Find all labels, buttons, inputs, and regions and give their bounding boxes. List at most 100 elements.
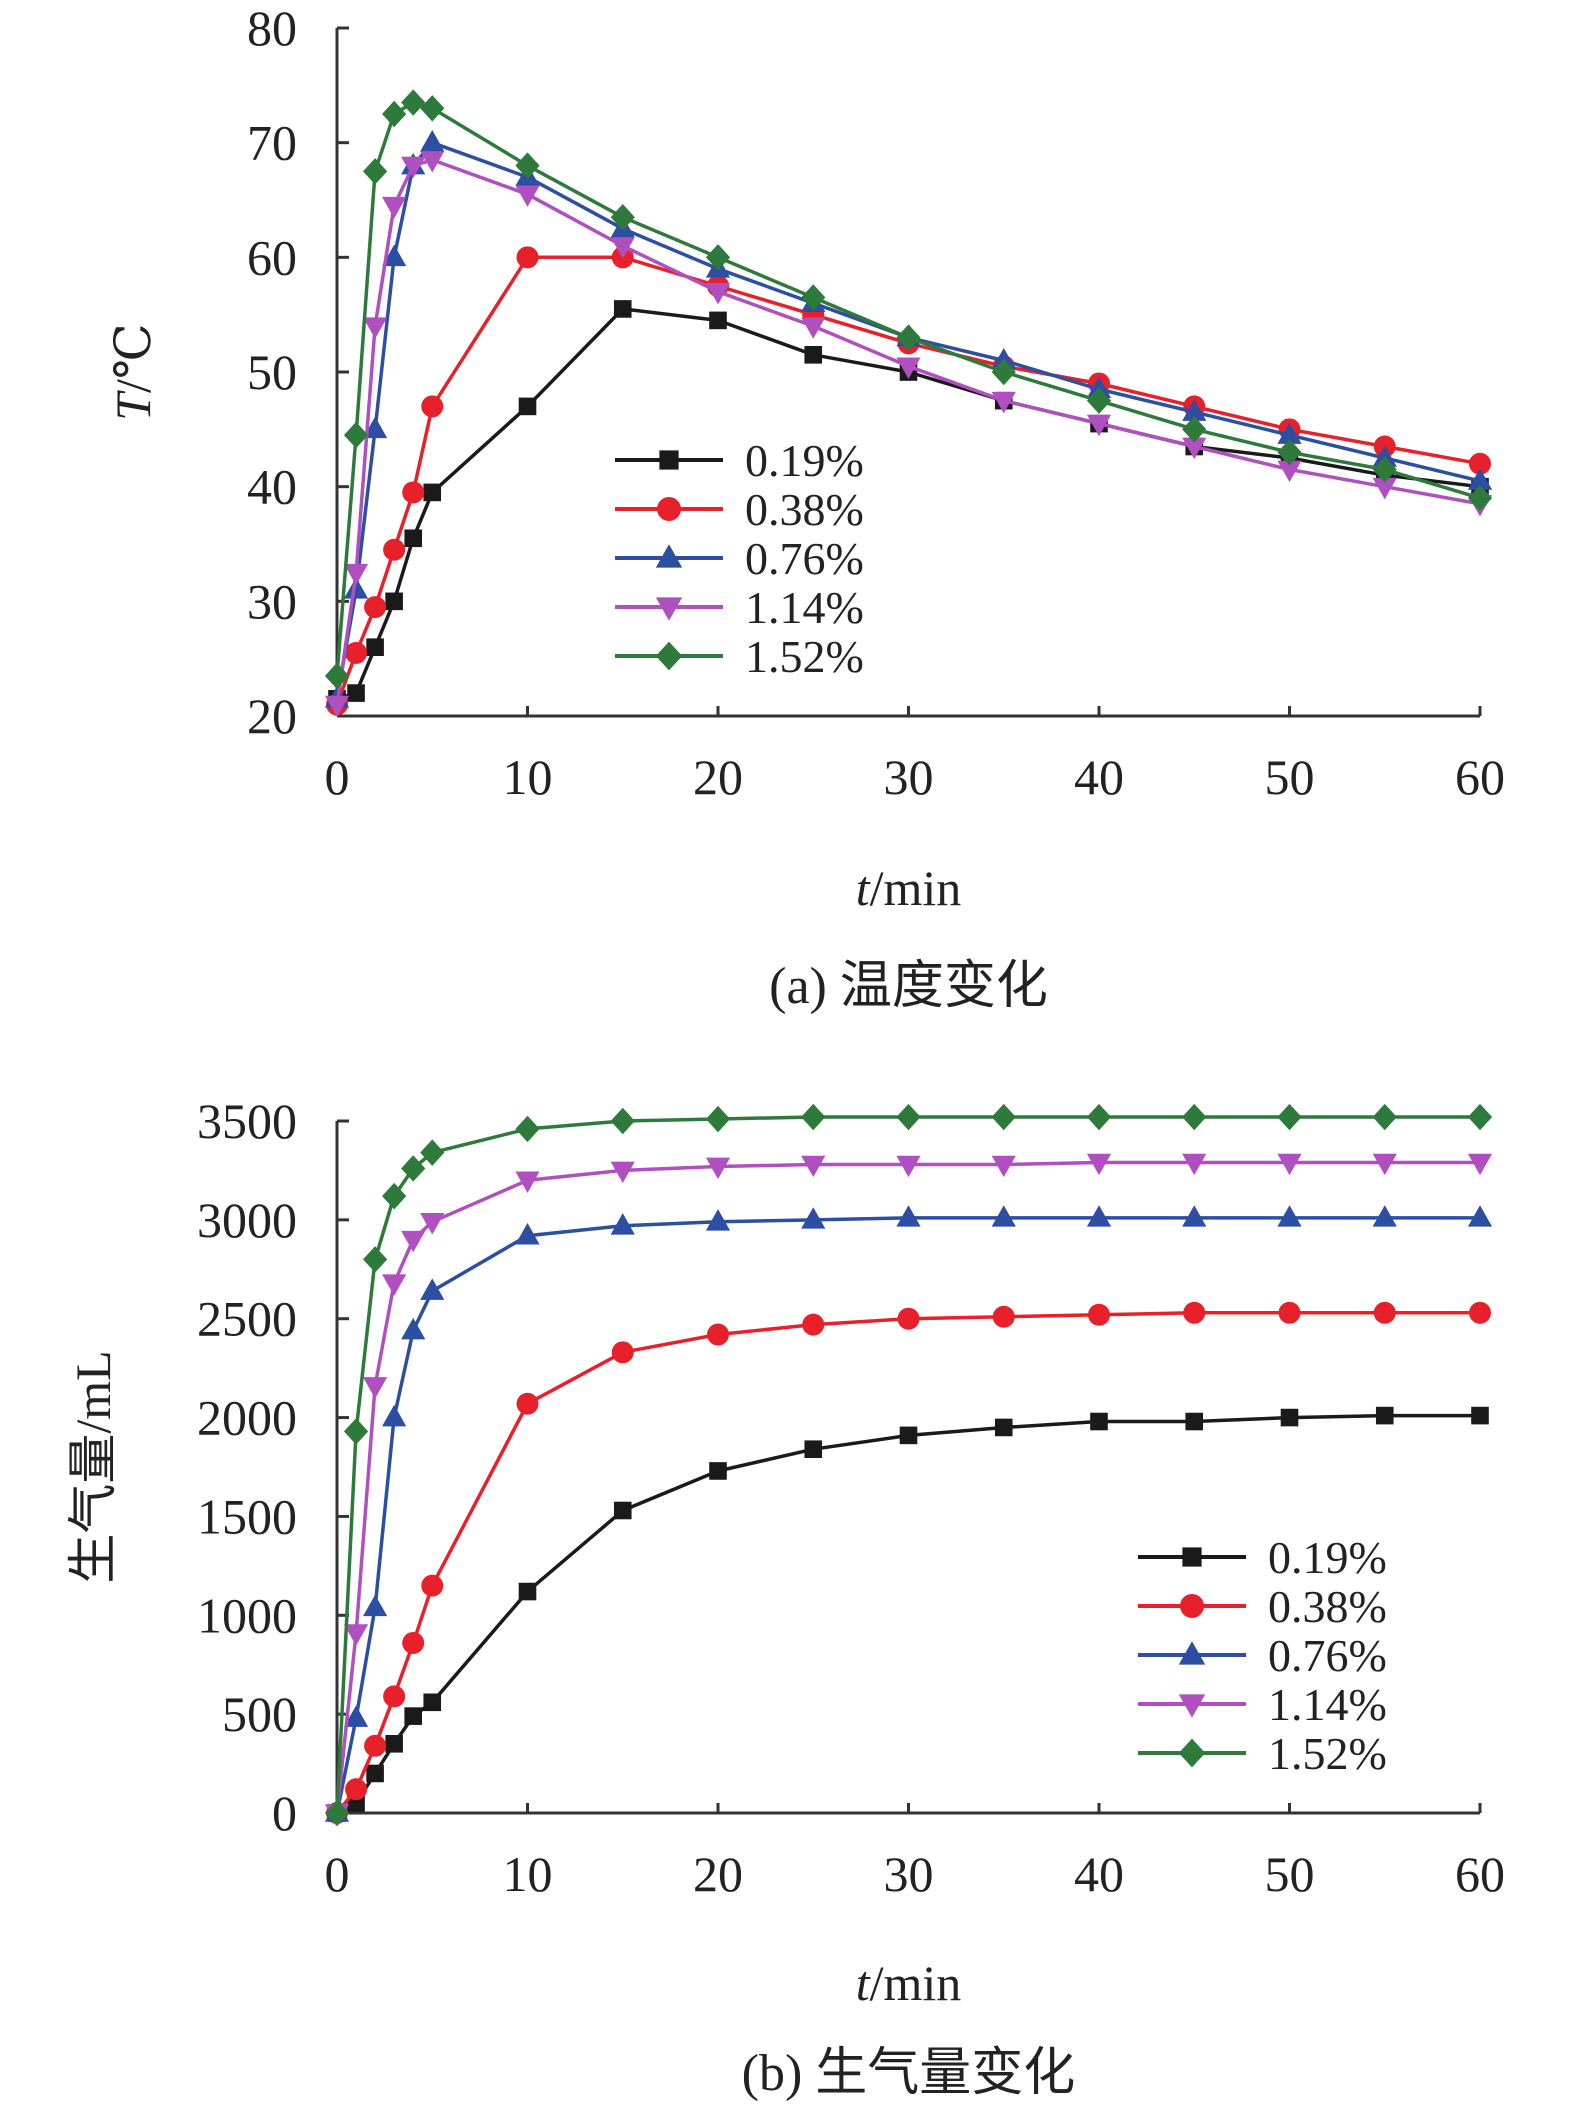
data-point xyxy=(324,1799,350,1827)
data-point xyxy=(1277,1205,1302,1227)
data-point xyxy=(420,1278,445,1300)
data-point xyxy=(896,1205,921,1227)
data-point xyxy=(423,1693,442,1712)
data-point xyxy=(1088,1303,1110,1326)
data-point xyxy=(363,1594,388,1617)
x-tick-label: 50 xyxy=(1265,1846,1315,1902)
x-tick-label: 0 xyxy=(325,749,350,805)
x-axis-label: t/min xyxy=(856,1955,962,2011)
y-tick-label: 60 xyxy=(247,229,297,285)
data-point xyxy=(1183,1301,1206,1324)
y-axis-label: T/℃ xyxy=(105,323,161,421)
data-point xyxy=(1372,1205,1397,1227)
data-point xyxy=(1372,1153,1397,1176)
legend-label: 1.52% xyxy=(745,631,864,682)
data-point xyxy=(1277,1103,1302,1131)
data-point xyxy=(896,357,921,379)
data-point xyxy=(366,1764,384,1783)
data-point xyxy=(1467,468,1493,490)
data-point xyxy=(421,395,444,418)
data-point xyxy=(518,1582,537,1601)
data-point xyxy=(343,421,369,449)
x-tick-label: 10 xyxy=(503,1846,553,1902)
data-point xyxy=(363,317,388,339)
data-point xyxy=(1467,1153,1493,1176)
data-point xyxy=(402,481,425,504)
y-axis-label: 生气量/mL xyxy=(65,1350,121,1583)
x-tick-label: 40 xyxy=(1074,749,1124,805)
data-point xyxy=(420,95,445,122)
legend-marker xyxy=(655,544,683,568)
x-tick-label: 60 xyxy=(1455,1846,1505,1902)
data-point xyxy=(1280,1408,1299,1427)
data-point xyxy=(991,1103,1016,1131)
data-point xyxy=(343,563,369,586)
legend-marker xyxy=(1182,1547,1202,1567)
x-axis-label-var: t xyxy=(856,860,871,916)
data-point xyxy=(1372,477,1397,500)
data-point xyxy=(366,638,384,656)
data-point xyxy=(516,246,539,269)
data-point xyxy=(1469,452,1491,475)
y-tick-label: 30 xyxy=(247,573,297,629)
legend-marker xyxy=(1178,1641,1206,1665)
legend-label: 1.14% xyxy=(745,582,864,633)
series-1.14% xyxy=(324,151,1493,718)
x-axis-label: t/min xyxy=(856,860,962,916)
data-point xyxy=(420,151,445,173)
data-point xyxy=(804,346,823,364)
data-point xyxy=(363,1377,388,1399)
data-point xyxy=(383,1685,406,1708)
chart-b: 0 10 20 30 40 50 60 0 500 1000 1500 2000 2500 3000 350… xyxy=(65,1093,1505,2102)
x-tick-label: 20 xyxy=(693,749,743,805)
data-point xyxy=(515,185,540,207)
data-point xyxy=(896,324,921,351)
data-point xyxy=(1467,1205,1493,1227)
x-tick-label: 20 xyxy=(693,1846,743,1902)
legend-label: 0.19% xyxy=(745,435,864,486)
data-point xyxy=(402,1631,425,1654)
y-tick-label: 20 xyxy=(247,688,297,744)
x-tick-label: 60 xyxy=(1455,749,1505,805)
legend-marker xyxy=(1180,1594,1204,1618)
legend-label: 1.14% xyxy=(1268,1679,1387,1730)
data-point xyxy=(421,1574,444,1597)
data-point xyxy=(382,100,407,128)
data-point xyxy=(1182,1205,1207,1227)
data-point xyxy=(991,1155,1016,1178)
legend-marker xyxy=(659,450,679,470)
series-line xyxy=(335,255,1481,706)
data-point xyxy=(423,483,442,502)
data-point xyxy=(1090,1412,1108,1431)
x-tick-label: 30 xyxy=(884,1846,934,1902)
y-tick-label: 3000 xyxy=(197,1192,297,1248)
data-point xyxy=(804,1440,823,1459)
data-point xyxy=(1086,1103,1112,1131)
data-point xyxy=(610,204,635,231)
data-point xyxy=(896,1103,921,1131)
series-1.14% xyxy=(324,1153,1493,1826)
data-point xyxy=(382,196,407,219)
data-point xyxy=(1086,1205,1112,1227)
data-point xyxy=(992,1305,1015,1328)
series-0.19% xyxy=(328,1406,1489,1822)
data-point xyxy=(899,1426,918,1445)
data-point xyxy=(1373,1301,1396,1324)
data-point xyxy=(1277,1153,1302,1176)
y-axis-label-var: T xyxy=(105,390,161,421)
data-point xyxy=(802,1313,825,1336)
series-0.76% xyxy=(324,130,1493,708)
data-point xyxy=(401,1317,426,1340)
data-point xyxy=(1182,1103,1207,1131)
data-point xyxy=(991,347,1016,370)
data-point xyxy=(345,641,368,664)
legend: 0.19%0.38%0.76%1.14%1.52% xyxy=(615,435,864,682)
data-point xyxy=(1182,399,1207,421)
data-point xyxy=(1182,1153,1207,1176)
data-point xyxy=(801,1103,826,1131)
data-point xyxy=(1277,460,1302,483)
data-point xyxy=(515,1171,540,1193)
data-point xyxy=(1185,1412,1204,1431)
y-tick-label: 500 xyxy=(222,1686,297,1742)
